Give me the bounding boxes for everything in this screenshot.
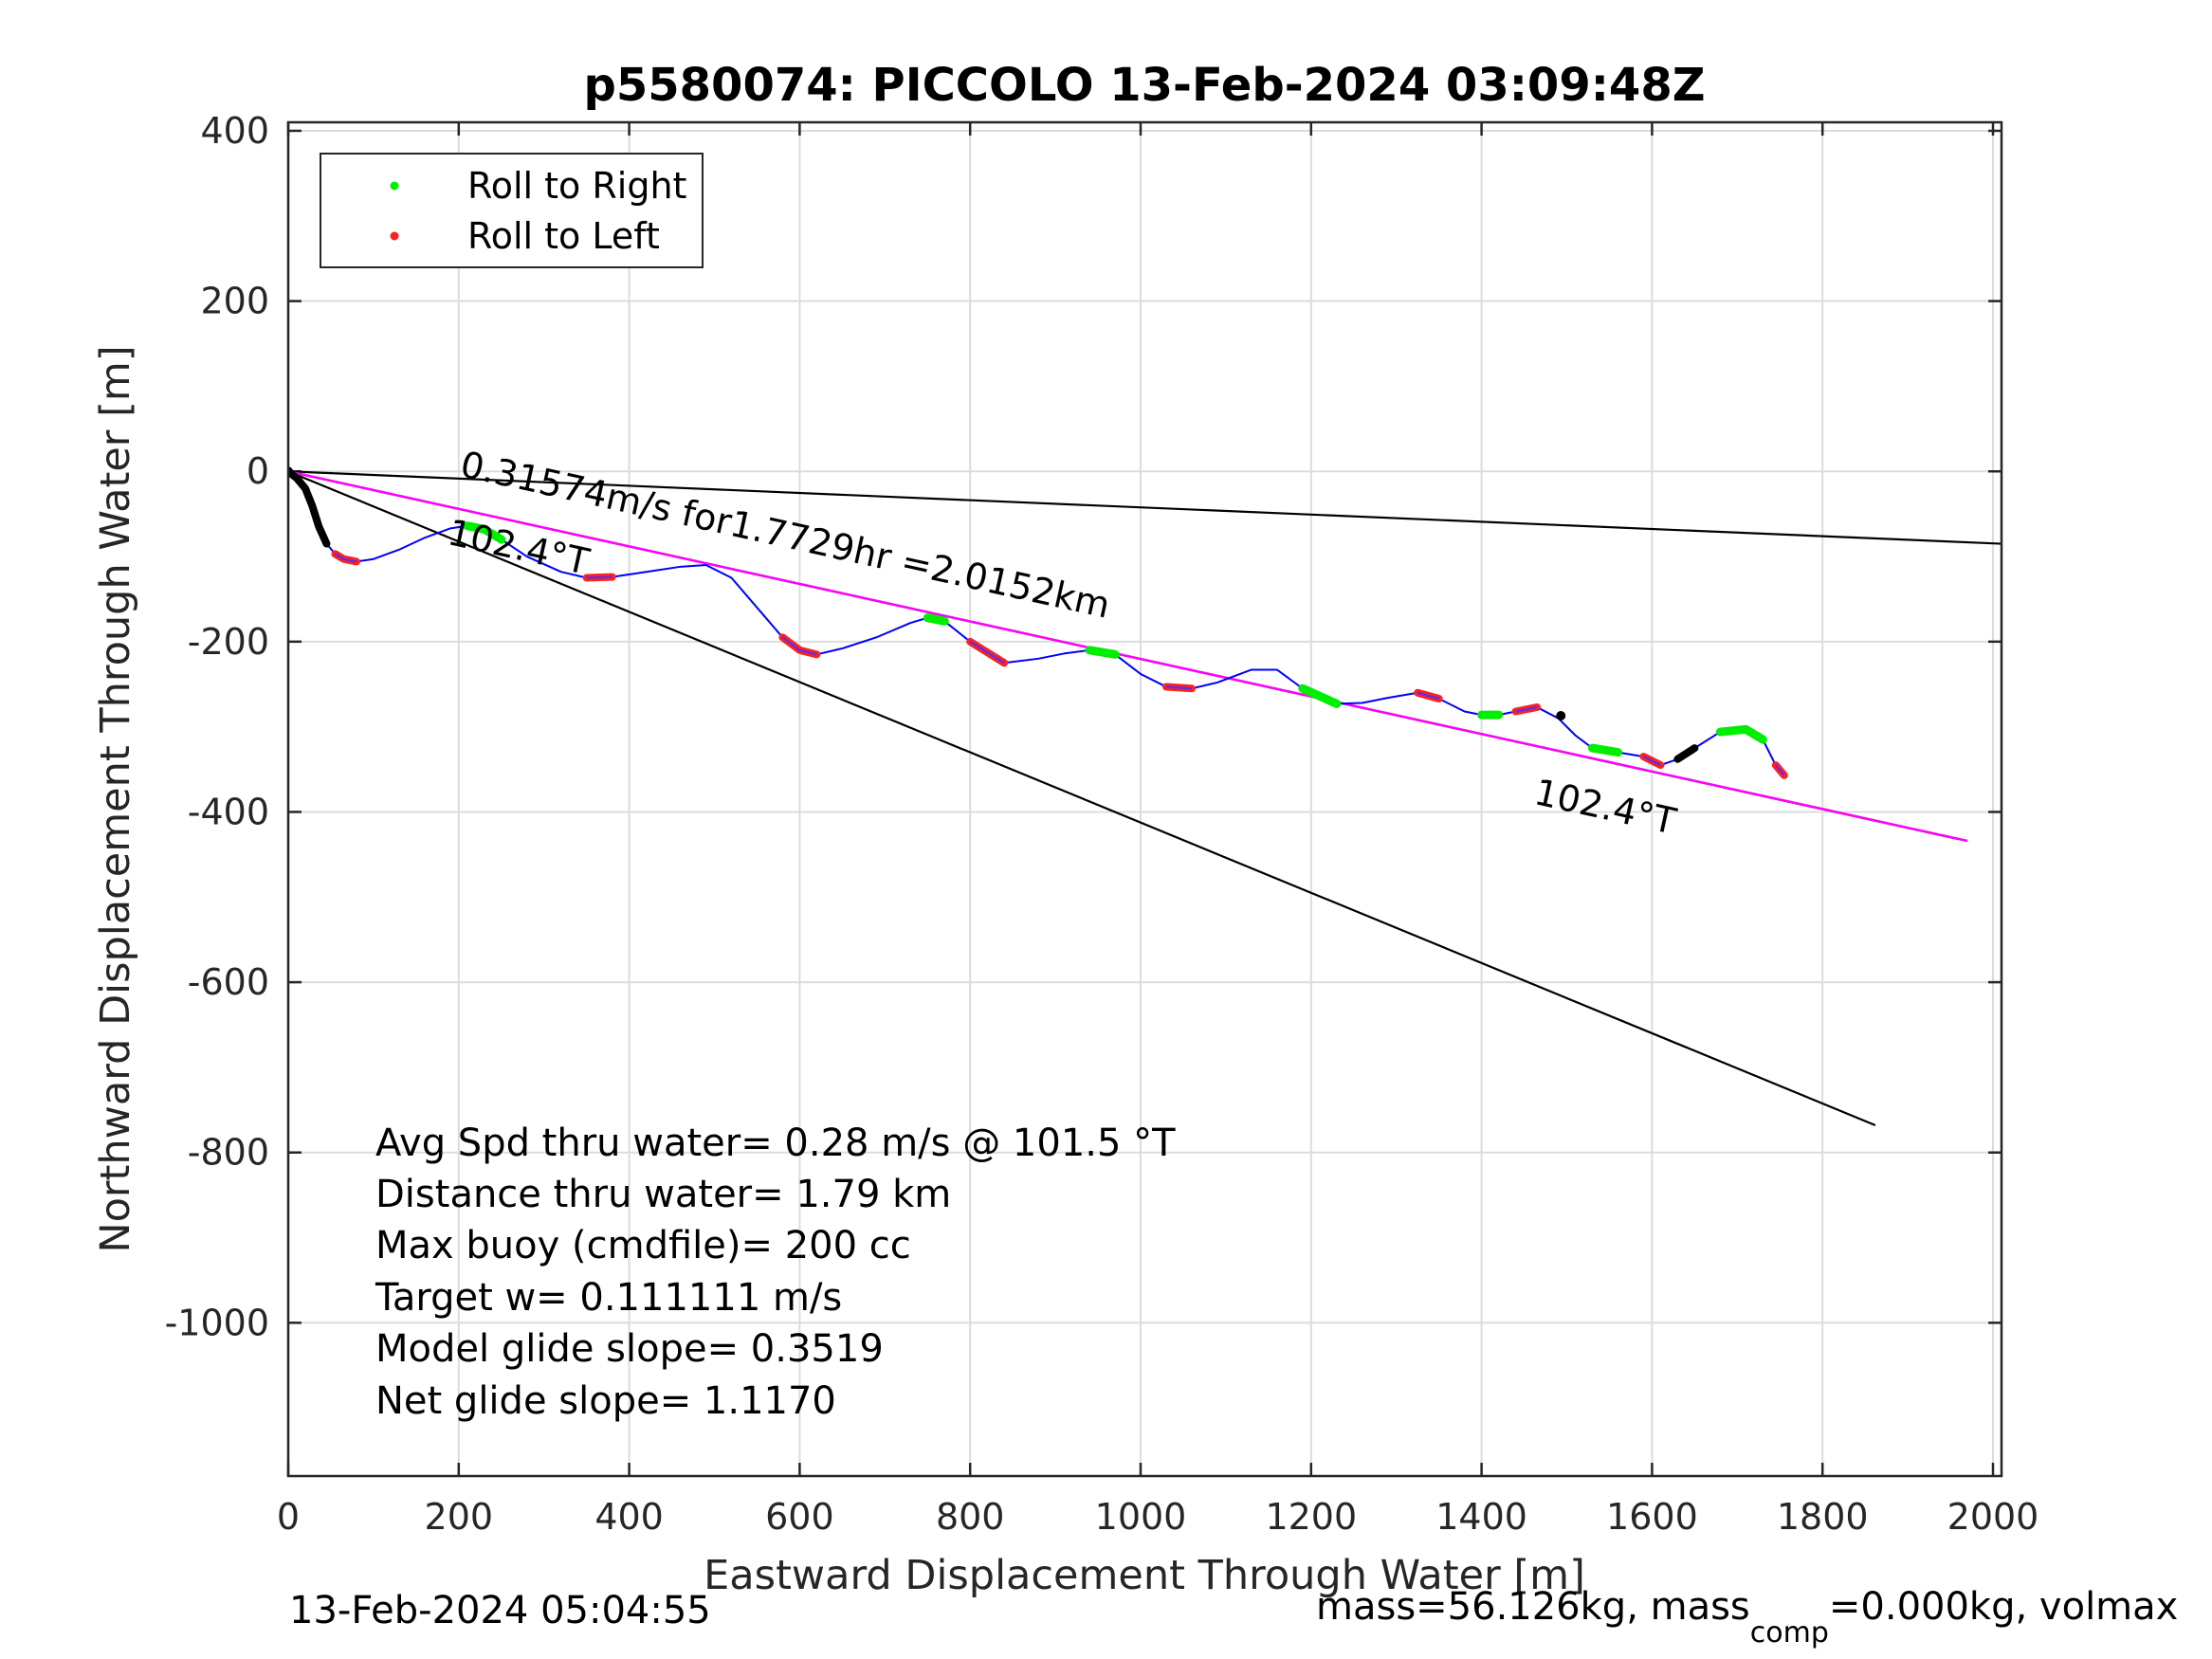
- x-tick-label: 200: [425, 1496, 494, 1538]
- roll-left-segment-core: [1642, 755, 1661, 767]
- x-tick-label: 1200: [1265, 1496, 1357, 1538]
- stat-model-glide-slope: Model glide slope= 0.3519: [375, 1327, 884, 1371]
- roll-right-segment: [1298, 684, 1342, 708]
- x-tick-label: 1400: [1435, 1496, 1527, 1538]
- legend-box: [320, 153, 704, 268]
- axes-box: [286, 120, 2003, 1478]
- stat-distance: Distance thru water= 1.79 km: [375, 1173, 951, 1216]
- y-tick-label: 0: [247, 450, 269, 492]
- track-line: [288, 470, 1785, 776]
- roll-right-segment: [463, 521, 506, 544]
- x-tick-label: 600: [765, 1496, 834, 1538]
- heading-lower-line: [288, 470, 1876, 1126]
- roll-left-segment-core: [969, 640, 1005, 665]
- y-tick-label: -200: [188, 621, 269, 663]
- roll-left-segment-core: [781, 636, 817, 656]
- y-tick-label: 400: [200, 110, 269, 152]
- roll-left-segment-core: [1515, 705, 1538, 713]
- no-roll-segment: [1673, 744, 1699, 763]
- axis-ticks: 0 200 400 600 800 1000 1200 1400 1600 1800 2000400…: [165, 110, 2039, 1538]
- no-roll-segment: [288, 467, 331, 548]
- x-tick-label: 800: [936, 1496, 1005, 1538]
- track-marker-point: [1556, 710, 1566, 720]
- x-tick-label: 400: [594, 1496, 664, 1538]
- y-tick-label: -800: [188, 1132, 269, 1174]
- annotation-2: 102.4°T: [1531, 771, 1681, 843]
- roll-left-segment-core: [1417, 691, 1439, 701]
- x-tick-label: 1800: [1777, 1496, 1869, 1538]
- heading-upper-line: [288, 470, 2002, 545]
- stat-target-w: Target w= 0.111111 m/s: [375, 1276, 842, 1320]
- roll-left-segment-core: [334, 553, 357, 563]
- footer-mass-info: mass=56.126kg, masscomp=0.000kg, volmax: [1316, 1585, 2178, 1650]
- footer-timestamp: 13-Feb-2024 05:04:55: [289, 1589, 711, 1632]
- stats-block: Avg Spd thru water= 0.28 m/s @ 101.5 °T …: [375, 1121, 1176, 1423]
- stat-avg-speed: Avg Spd thru water= 0.28 m/s @ 101.5 °T: [375, 1121, 1176, 1165]
- y-tick-label: -600: [188, 961, 269, 1003]
- stat-max-buoy: Max buoy (cmdfile)= 200 cc: [375, 1224, 911, 1267]
- y-tick-label: 200: [200, 281, 269, 322]
- heading-lines: [288, 470, 2002, 1126]
- grid: [287, 122, 2002, 1476]
- chart-title: p5580074: PICCOLO 13-Feb-2024 03:09:48Z: [583, 59, 1705, 112]
- x-tick-label: 1000: [1095, 1496, 1187, 1538]
- glider-track: [288, 466, 1788, 779]
- y-tick-label: -400: [188, 791, 269, 832]
- footer-mass-prefix: mass=56.126kg, mass: [1316, 1585, 1750, 1629]
- roll-right-segment: [923, 613, 949, 626]
- stat-net-glide-slope: Net glide slope= 1.1170: [375, 1379, 836, 1423]
- x-tick-label: 1600: [1606, 1496, 1698, 1538]
- x-tick-label: 0: [277, 1496, 300, 1538]
- legend-label-roll-left: Roll to Left: [467, 215, 660, 257]
- x-axis-label: Eastward Displacement Through Water [m]: [704, 1552, 1585, 1599]
- legend: Roll to Right Roll to Left: [320, 153, 704, 268]
- roll-left-segment-core: [586, 575, 612, 579]
- roll-left-segment-core: [1774, 764, 1785, 776]
- legend-marker-roll-left: [390, 231, 399, 241]
- y-tick-label: -1000: [165, 1302, 269, 1343]
- x-tick-label: 2000: [1947, 1496, 2039, 1538]
- mean-velocity-line: [288, 470, 1968, 843]
- footer-mass-subscript: comp: [1750, 1616, 1829, 1650]
- roll-left-segment-core: [1165, 685, 1193, 690]
- footer-mass-suffix: =0.000kg, volmax: [1829, 1585, 2178, 1629]
- roll-right-segment: [1085, 646, 1120, 659]
- roll-right-segment: [1715, 724, 1767, 744]
- roll-right-segment: [1587, 743, 1622, 757]
- y-axis-label: Northward Displacement Through Water [m]: [92, 345, 139, 1252]
- legend-label-roll-right: Roll to Right: [467, 165, 686, 207]
- legend-marker-roll-right: [390, 181, 399, 191]
